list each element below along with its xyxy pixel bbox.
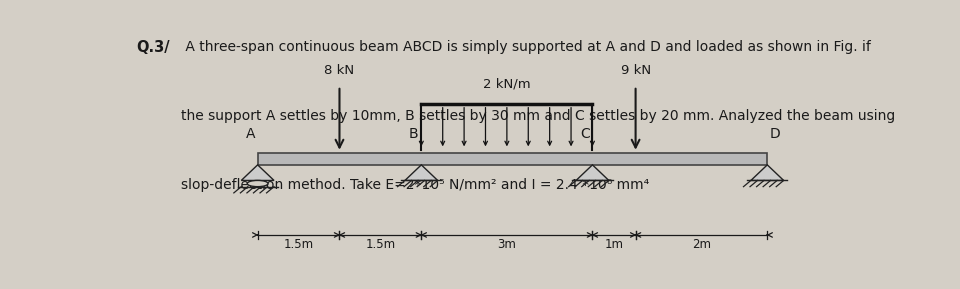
Text: 1.5m: 1.5m [366,238,396,251]
Text: 9 kN: 9 kN [620,64,651,77]
Polygon shape [576,165,609,180]
Text: A: A [246,127,255,142]
Bar [257,153,767,165]
Text: 1m: 1m [605,238,623,251]
Text: 2 kN/m: 2 kN/m [483,77,531,90]
Circle shape [248,180,268,187]
Polygon shape [241,165,274,180]
Polygon shape [405,165,438,180]
Text: B: B [409,127,419,142]
Text: slop-deflection method. Take E=2*10⁵ N/mm² and I = 2.4 *10⁶ mm⁴: slop-deflection method. Take E=2*10⁵ N/m… [181,178,649,192]
Text: Q.3/: Q.3/ [136,40,170,55]
Text: 1.5m: 1.5m [283,238,314,251]
Text: D: D [769,127,780,142]
Text: the support A settles by 10mm, B settles by 30 mm and C settles by 20 mm. Analyz: the support A settles by 10mm, B settles… [181,109,896,123]
Text: A three-span continuous beam ABCD is simply supported at A and D and loaded as s: A three-span continuous beam ABCD is sim… [181,40,871,54]
Text: 8 kN: 8 kN [324,64,354,77]
Text: 2m: 2m [692,238,711,251]
Polygon shape [751,165,783,180]
Text: C: C [580,127,589,142]
Text: 3m: 3m [497,238,516,251]
